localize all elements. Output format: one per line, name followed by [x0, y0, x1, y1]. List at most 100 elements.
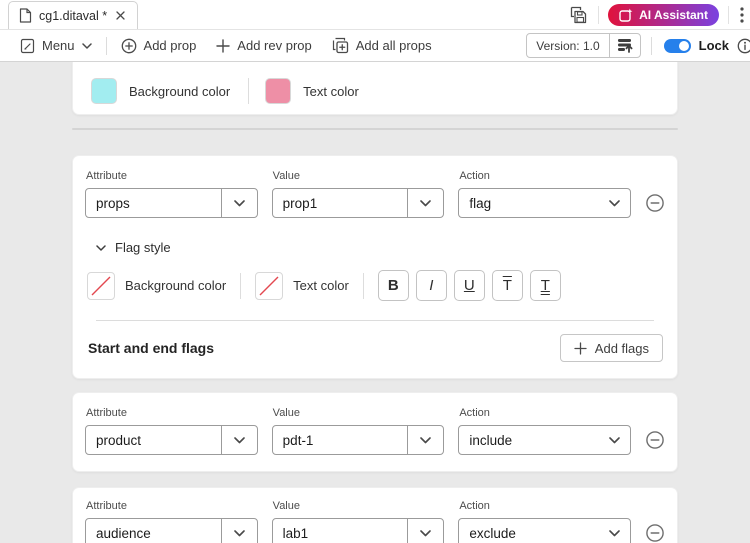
- add-rev-prop-label: Add rev prop: [237, 38, 312, 53]
- action-label: Action: [459, 170, 490, 182]
- info-icon[interactable]: [737, 38, 750, 54]
- action-dropdown[interactable]: exclude: [458, 518, 632, 543]
- add-rev-prop-button[interactable]: Add rev prop: [206, 30, 321, 61]
- chevron-down-icon: [598, 436, 630, 444]
- attribute-dropdown[interactable]: props: [85, 188, 258, 218]
- value-value: pdt-1: [282, 432, 314, 448]
- remove-rule-icon[interactable]: [645, 193, 665, 213]
- add-prop-button[interactable]: Add prop: [111, 30, 207, 61]
- divider: [650, 36, 652, 55]
- divider: [362, 272, 364, 299]
- remove-rule-icon[interactable]: [645, 523, 665, 543]
- flag-text-color-swatch[interactable]: [255, 271, 284, 300]
- save-all-icon[interactable]: [567, 4, 589, 26]
- flag-colors-preview-card: Background color Text color: [72, 62, 678, 115]
- document-edit-icon: [20, 38, 35, 54]
- section-divider: [72, 128, 678, 130]
- ai-assistant-button[interactable]: AI Assistant: [608, 3, 719, 26]
- underline-button[interactable]: U: [453, 270, 485, 301]
- value-dropdown[interactable]: lab1: [271, 518, 445, 543]
- start-end-flags-title: Start and end flags: [88, 340, 215, 356]
- divider: [220, 189, 222, 217]
- ai-assistant-label: AI Assistant: [639, 7, 708, 22]
- attribute-dropdown[interactable]: audience: [85, 518, 258, 543]
- flag-background-color-swatch[interactable]: [87, 271, 115, 300]
- tab-title: cg1.ditaval *: [39, 8, 108, 23]
- divider: [608, 34, 610, 57]
- menu-label: Menu: [42, 38, 75, 53]
- action-dropdown[interactable]: flag: [458, 188, 632, 218]
- menu-button[interactable]: Menu: [10, 30, 102, 61]
- attribute-dropdown[interactable]: product: [85, 425, 258, 455]
- rule-card-props: Attribute props Value prop1 Action fl: [72, 155, 678, 379]
- text-color-label: Text color: [303, 83, 359, 99]
- text-color-swatch[interactable]: [265, 78, 292, 104]
- divider: [96, 320, 654, 321]
- chevron-down-icon: [598, 199, 630, 207]
- background-color-swatch[interactable]: [91, 78, 117, 104]
- value-value: lab1: [282, 525, 309, 541]
- value-label: Value: [272, 407, 300, 419]
- overline-icon: T: [502, 277, 512, 294]
- attribute-value: audience: [96, 525, 151, 541]
- chevron-down-icon: [408, 436, 443, 444]
- action-value: exclude: [469, 525, 516, 541]
- action-value: include: [469, 432, 513, 448]
- value-dropdown[interactable]: pdt-1: [271, 425, 445, 455]
- attribute-value: props: [96, 195, 130, 211]
- underline-icon: U: [463, 277, 475, 294]
- add-prop-label: Add prop: [143, 38, 197, 53]
- divider: [407, 519, 409, 543]
- flag-background-color-label: Background color: [125, 278, 227, 293]
- bold-icon: B: [387, 277, 399, 294]
- attribute-label: Attribute: [86, 407, 127, 419]
- rule-card-audience: Attribute audience Value lab1 Action: [72, 487, 678, 543]
- value-dropdown[interactable]: prop1: [271, 188, 445, 218]
- attribute-label: Attribute: [86, 170, 127, 182]
- value-value: prop1: [282, 195, 318, 211]
- action-dropdown[interactable]: include: [458, 425, 632, 455]
- editor-content: Background color Text color Attribute pr…: [0, 62, 750, 543]
- italic-button[interactable]: I: [415, 270, 447, 301]
- add-all-props-button[interactable]: Add all props: [322, 30, 442, 61]
- value-label: Value: [272, 500, 300, 512]
- divider: [407, 189, 409, 217]
- version-history-icon[interactable]: [610, 38, 640, 53]
- add-all-props-label: Add all props: [355, 38, 432, 53]
- attribute-value: product: [96, 432, 142, 448]
- value-label: Value: [272, 170, 300, 182]
- divider: [105, 36, 107, 55]
- version-control[interactable]: Version: 1.0: [526, 33, 641, 58]
- ai-sparkle-icon: [619, 8, 633, 22]
- flag-style-title: Flag style: [115, 240, 171, 255]
- toggle-knob: [678, 40, 689, 51]
- overline-button[interactable]: T: [491, 270, 523, 301]
- flag-style-header[interactable]: Flag style: [96, 240, 665, 255]
- kebab-menu-icon[interactable]: [738, 5, 746, 25]
- action-label: Action: [459, 407, 490, 419]
- tab-bar: cg1.ditaval * AI Assistant: [0, 0, 750, 30]
- copy-plus-icon: [332, 37, 349, 54]
- double-underline-button[interactable]: T: [529, 270, 561, 301]
- chevron-down-icon: [222, 199, 257, 207]
- action-value: flag: [469, 195, 492, 211]
- toolbar: Menu Add prop Add rev prop Add all props…: [0, 30, 750, 62]
- remove-rule-icon[interactable]: [645, 430, 665, 450]
- chevron-down-icon: [222, 436, 257, 444]
- document-icon: [19, 8, 32, 23]
- italic-icon: I: [429, 277, 434, 294]
- background-color-label: Background color: [129, 83, 231, 99]
- chevron-down-icon: [408, 199, 443, 207]
- lock-toggle[interactable]: [663, 38, 691, 53]
- tab-cg1-ditaval[interactable]: cg1.ditaval *: [8, 1, 139, 29]
- plus-icon: [574, 341, 587, 355]
- chevron-down-icon: [222, 529, 257, 537]
- divider: [240, 272, 242, 299]
- version-label: Version: 1.0: [536, 38, 600, 53]
- add-flags-button[interactable]: Add flags: [559, 334, 663, 362]
- circle-plus-icon: [121, 38, 137, 54]
- close-icon[interactable]: [114, 9, 127, 22]
- chevron-down-icon: [81, 42, 92, 49]
- divider: [728, 5, 729, 24]
- bold-button[interactable]: B: [377, 270, 409, 301]
